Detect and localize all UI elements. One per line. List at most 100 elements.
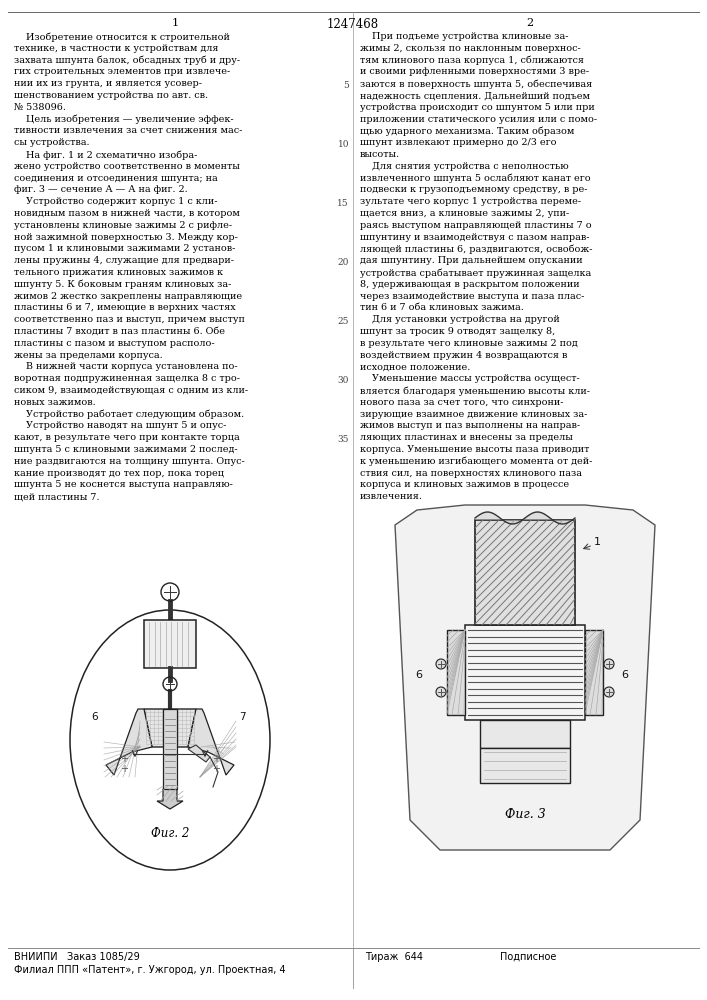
Text: технике, в частности к устройствам для: технике, в частности к устройствам для bbox=[14, 44, 218, 53]
Text: заются в поверхность шпунта 5, обеспечивая: заются в поверхность шпунта 5, обеспечив… bbox=[360, 79, 592, 89]
Text: ствия сил, на поверхностях клинового паза: ствия сил, на поверхностях клинового паз… bbox=[360, 469, 582, 478]
Text: жены за пределами корпуса.: жены за пределами корпуса. bbox=[14, 351, 163, 360]
Bar bbox=[475, 520, 575, 625]
Text: +: + bbox=[212, 754, 220, 764]
Text: тям клинового паза корпуса 1, сближаются: тям клинового паза корпуса 1, сближаются bbox=[360, 56, 584, 65]
Text: высоты.: высоты. bbox=[360, 150, 400, 159]
Text: Изобретение относится к строительной: Изобретение относится к строительной bbox=[14, 32, 230, 41]
Text: щью ударного механизма. Таким образом: щью ударного механизма. Таким образом bbox=[360, 126, 574, 136]
Text: ние раздвигаются на толщину шпунта. Опус-: ние раздвигаются на толщину шпунта. Опус… bbox=[14, 457, 245, 466]
Text: 20: 20 bbox=[338, 258, 349, 267]
Text: 6: 6 bbox=[416, 670, 423, 680]
Text: через взаимодействие выступа и паза плас-: через взаимодействие выступа и паза плас… bbox=[360, 292, 585, 301]
Text: пластины с пазом и выступом располо-: пластины с пазом и выступом располо- bbox=[14, 339, 215, 348]
Text: 2: 2 bbox=[527, 18, 534, 28]
Text: Цель изобретения — увеличение эффек-: Цель изобретения — увеличение эффек- bbox=[14, 115, 233, 124]
Text: тин 6 и 7 оба клиновых зажима.: тин 6 и 7 оба клиновых зажима. bbox=[360, 303, 524, 312]
Text: В нижней части корпуса установлена по-: В нижней части корпуса установлена по- bbox=[14, 362, 238, 371]
Text: тельного прижатия клиновых зажимов к: тельного прижатия клиновых зажимов к bbox=[14, 268, 223, 277]
Text: пластины 6 и 7, имеющие в верхних частях: пластины 6 и 7, имеющие в верхних частях bbox=[14, 303, 235, 312]
Text: нии их из грунта, и является усовер-: нии их из грунта, и является усовер- bbox=[14, 79, 202, 88]
Text: шпунта 5 не коснется выступа направляю-: шпунта 5 не коснется выступа направляю- bbox=[14, 480, 233, 489]
Bar bbox=[480, 720, 570, 748]
Text: 1: 1 bbox=[593, 537, 600, 547]
Text: пусом 1 и клиновыми зажимами 2 установ-: пусом 1 и клиновыми зажимами 2 установ- bbox=[14, 244, 235, 253]
Text: A: A bbox=[126, 744, 132, 753]
Text: шпунту 5. К боковым граням клиновых за-: шпунту 5. К боковым граням клиновых за- bbox=[14, 280, 231, 289]
Text: жимов 2 жестко закреплены направляющие: жимов 2 жестко закреплены направляющие bbox=[14, 292, 242, 301]
Text: жено устройство соответственно в моменты: жено устройство соответственно в моменты bbox=[14, 162, 240, 171]
Text: Для установки устройства на другой: Для установки устройства на другой bbox=[360, 315, 560, 324]
Bar bbox=[465, 625, 585, 720]
Text: кание производят до тех пор, пока торец: кание производят до тех пор, пока торец bbox=[14, 469, 224, 478]
Text: новых зажимов.: новых зажимов. bbox=[14, 398, 95, 407]
Text: к уменьшению изгибающего момента от дей-: к уменьшению изгибающего момента от дей- bbox=[360, 457, 592, 466]
Text: Фиг. 3: Фиг. 3 bbox=[505, 808, 545, 821]
Bar bbox=[144, 620, 196, 668]
Text: дая шпунтину. При дальнейшем опускании: дая шпунтину. При дальнейшем опускании bbox=[360, 256, 583, 265]
Text: зирующие взаимное движение клиновых за-: зирующие взаимное движение клиновых за- bbox=[360, 410, 588, 419]
Text: сиком 9, взаимодействующая с одним из кли-: сиком 9, взаимодействующая с одним из кл… bbox=[14, 386, 248, 395]
Text: пластины 7 входит в паз пластины 6. Обе: пластины 7 входит в паз пластины 6. Обе bbox=[14, 327, 225, 336]
Text: +: + bbox=[212, 764, 220, 774]
Text: 6: 6 bbox=[621, 670, 629, 680]
Text: 25: 25 bbox=[337, 317, 349, 326]
Text: 30: 30 bbox=[338, 376, 349, 385]
Text: № 538096.: № 538096. bbox=[14, 103, 66, 112]
Text: Уменьшение массы устройства осущест-: Уменьшение массы устройства осущест- bbox=[360, 374, 580, 383]
Text: фиг. 3 — сечение А — А на фиг. 2.: фиг. 3 — сечение А — А на фиг. 2. bbox=[14, 185, 187, 194]
Polygon shape bbox=[188, 709, 234, 775]
Circle shape bbox=[436, 687, 446, 697]
Text: Устройство работает следующим образом.: Устройство работает следующим образом. bbox=[14, 410, 244, 419]
Polygon shape bbox=[395, 505, 655, 850]
Text: 5: 5 bbox=[343, 81, 349, 90]
Bar bbox=[480, 748, 570, 783]
Bar bbox=[163, 709, 177, 789]
Bar bbox=[585, 630, 603, 715]
Text: ляющих пластинах и внесены за пределы: ляющих пластинах и внесены за пределы bbox=[360, 433, 573, 442]
Circle shape bbox=[604, 687, 614, 697]
Text: тивности извлечения за счет снижения мас-: тивности извлечения за счет снижения мас… bbox=[14, 126, 243, 135]
Polygon shape bbox=[157, 789, 183, 809]
Text: Для снятия устройства с неполностью: Для снятия устройства с неполностью bbox=[360, 162, 568, 171]
Text: 7: 7 bbox=[239, 712, 245, 722]
Text: щается вниз, а клиновые зажимы 2, упи-: щается вниз, а клиновые зажимы 2, упи- bbox=[360, 209, 569, 218]
Text: устройства происходит со шпунтом 5 или при: устройства происходит со шпунтом 5 или п… bbox=[360, 103, 595, 112]
Text: 1: 1 bbox=[171, 18, 179, 28]
Text: На фиг. 1 и 2 схематично изобра-: На фиг. 1 и 2 схематично изобра- bbox=[14, 150, 197, 159]
Text: 15: 15 bbox=[337, 199, 349, 208]
Text: шпунтину и взаимодействуя с пазом направ-: шпунтину и взаимодействуя с пазом направ… bbox=[360, 233, 590, 242]
Text: ВНИИПИ   Заказ 1085/29: ВНИИПИ Заказ 1085/29 bbox=[14, 952, 140, 962]
Text: воздействием пружин 4 возвращаются в: воздействием пружин 4 возвращаются в bbox=[360, 351, 568, 360]
Text: зультате чего корпус 1 устройства переме-: зультате чего корпус 1 устройства переме… bbox=[360, 197, 581, 206]
Text: сы устройства.: сы устройства. bbox=[14, 138, 90, 147]
Text: извлечения.: извлечения. bbox=[360, 492, 423, 501]
Circle shape bbox=[604, 659, 614, 669]
Text: лены пружины 4, служащие для предвари-: лены пружины 4, служащие для предвари- bbox=[14, 256, 234, 265]
Text: жимы 2, скользя по наклонным поверхнос-: жимы 2, скользя по наклонным поверхнос- bbox=[360, 44, 580, 53]
Text: установлены клиновые зажимы 2 с рифле-: установлены клиновые зажимы 2 с рифле- bbox=[14, 221, 232, 230]
Polygon shape bbox=[188, 745, 210, 762]
Text: новидным пазом в нижней части, в котором: новидным пазом в нижней части, в котором bbox=[14, 209, 240, 218]
Text: жимов выступ и паз выполнены на направ-: жимов выступ и паз выполнены на направ- bbox=[360, 421, 580, 430]
Text: 1247468: 1247468 bbox=[327, 18, 379, 31]
Text: +: + bbox=[120, 754, 128, 764]
Text: подвески к грузоподъемному средству, в ре-: подвески к грузоподъемному средству, в р… bbox=[360, 185, 588, 194]
Text: Подписное: Подписное bbox=[500, 952, 556, 962]
Text: 8, удерживающая в раскрытом положении: 8, удерживающая в раскрытом положении bbox=[360, 280, 580, 289]
Text: корпуса. Уменьшение высоты паза приводит: корпуса. Уменьшение высоты паза приводит bbox=[360, 445, 590, 454]
Text: 35: 35 bbox=[337, 435, 349, 444]
Bar bbox=[447, 630, 465, 715]
Text: и своими рифленными поверхностями 3 вре-: и своими рифленными поверхностями 3 вре- bbox=[360, 67, 589, 76]
Text: соответственно паз и выступ, причем выступ: соответственно паз и выступ, причем выст… bbox=[14, 315, 245, 324]
Text: 10: 10 bbox=[337, 140, 349, 149]
Text: корпуса и клиновых зажимов в процессе: корпуса и клиновых зажимов в процессе bbox=[360, 480, 569, 489]
Polygon shape bbox=[106, 709, 152, 775]
Text: +: + bbox=[120, 764, 128, 774]
Text: воротная подпружиненная защелка 8 с тро-: воротная подпружиненная защелка 8 с тро- bbox=[14, 374, 240, 383]
Text: ной зажимной поверхностью 3. Между кор-: ной зажимной поверхностью 3. Между кор- bbox=[14, 233, 238, 242]
Text: шпунт извлекают примерно до 2/3 его: шпунт извлекают примерно до 2/3 его bbox=[360, 138, 556, 147]
Polygon shape bbox=[144, 709, 196, 747]
Text: раясь выступом направляющей пластины 7 о: раясь выступом направляющей пластины 7 о bbox=[360, 221, 592, 230]
Text: A: A bbox=[208, 744, 214, 753]
